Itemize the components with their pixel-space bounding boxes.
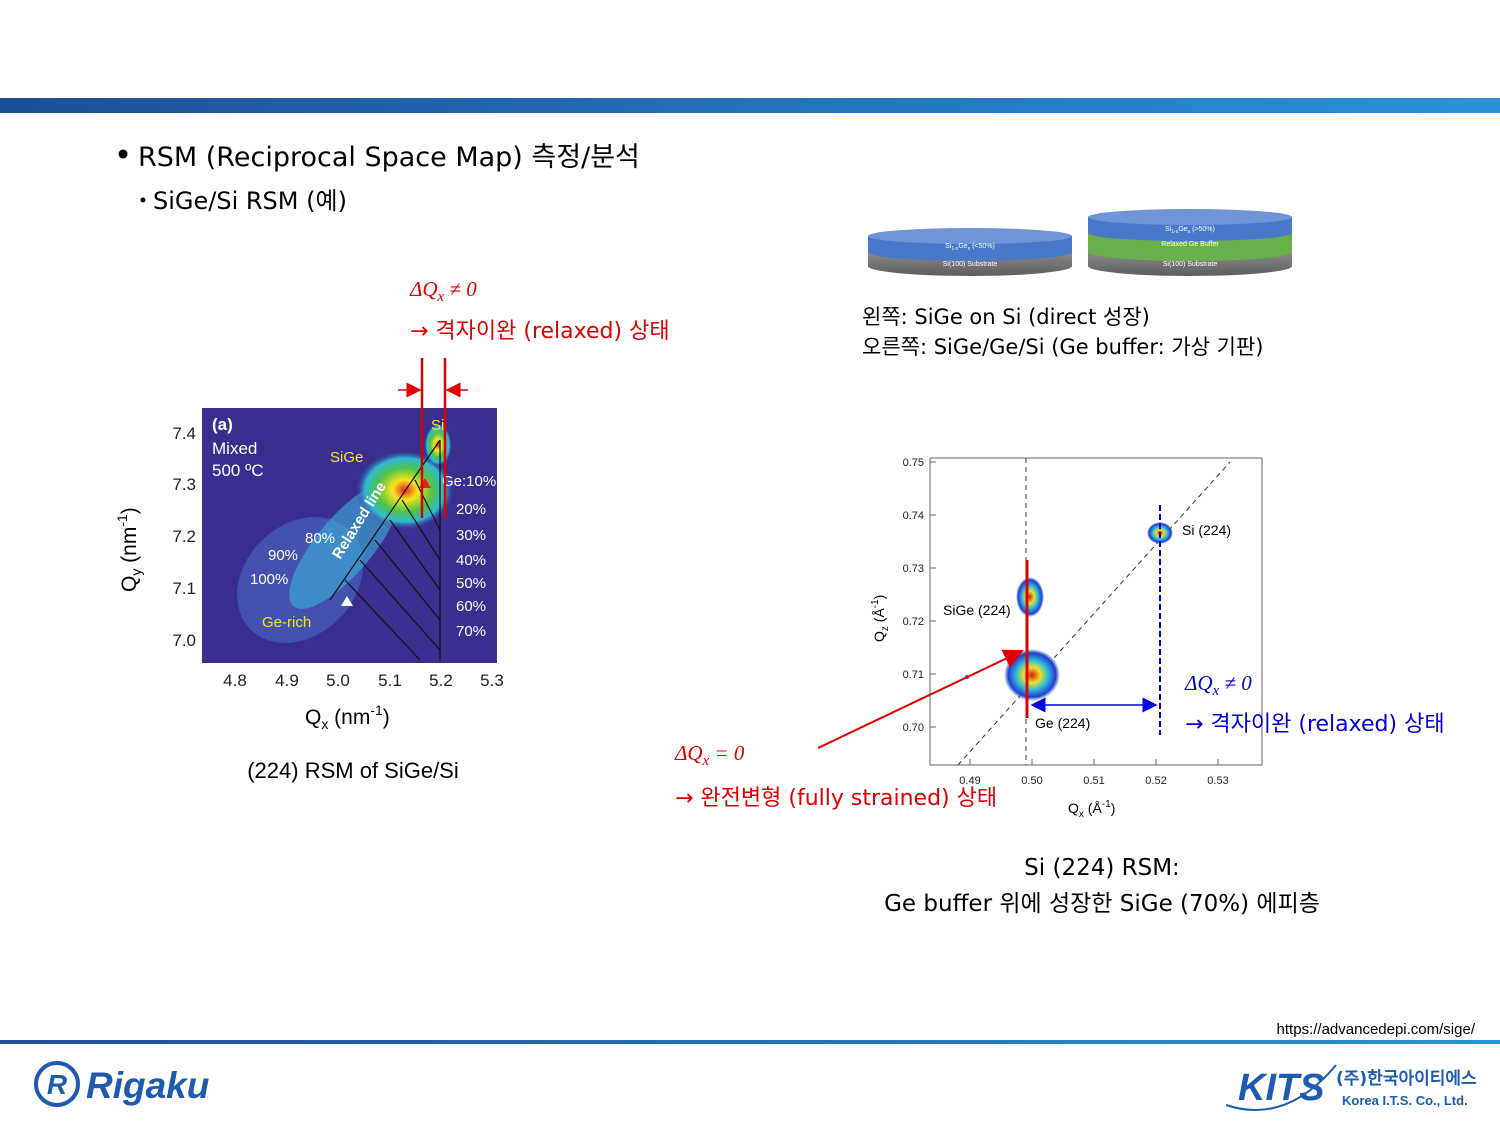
composition-label: 70% <box>456 623 486 640</box>
y-tick-label: 0.75 <box>903 457 924 469</box>
source-url: https://advancedepi.com/sige/ <box>1277 1021 1476 1038</box>
x-tick-label: 5.1 <box>378 671 402 690</box>
sub-bullet: SiGe/Si RSM (예) <box>153 187 347 215</box>
y-tick-label: 7.1 <box>172 579 196 598</box>
x-tick-label: 0.49 <box>959 775 980 787</box>
x-tick-label: 4.8 <box>223 671 247 690</box>
footer-bar <box>0 1040 1500 1044</box>
y-axis-label: Qy (nm-1) <box>114 507 144 592</box>
x-tick-label: 5.3 <box>480 671 504 690</box>
x-tick-label: 0.53 <box>1207 775 1228 787</box>
right-x-ticks: 0.49 0.50 0.51 0.52 0.53 <box>959 775 1228 787</box>
schematic-caption: 왼쪽: SiGe on Si (direct 성장) <box>862 305 1150 329</box>
right-y-ticks: 0.75 0.74 0.73 0.72 0.71 0.70 <box>903 457 924 734</box>
x-tick-label: 0.51 <box>1083 775 1104 787</box>
ge-rich-label: Ge-rich <box>262 614 311 631</box>
condition: 500 ºC <box>212 461 264 480</box>
x-tick-label: 0.52 <box>1145 775 1166 787</box>
svg-text:R: R <box>47 1069 68 1100</box>
y-tick-label: 7.2 <box>172 527 196 546</box>
y-tick-label: 0.70 <box>903 722 924 734</box>
figure-caption: (224) RSM of SiGe/Si <box>247 758 459 783</box>
header-bar <box>0 98 1500 113</box>
composition-label: 30% <box>456 527 486 544</box>
logo-english: Korea I.T.S. Co., Ltd. <box>1342 1093 1468 1108</box>
bullet-dot <box>118 149 128 159</box>
y-tick-label: 7.4 <box>172 424 196 443</box>
bullet-dot <box>140 197 146 203</box>
composition-label: Ge:10% <box>442 473 496 490</box>
left-x-ticks: 4.8 4.9 5.0 5.1 5.2 5.3 <box>223 671 504 690</box>
x-tick-label: 5.2 <box>429 671 453 690</box>
x-tick-label: 0.50 <box>1021 775 1042 787</box>
x-tick-label: 4.9 <box>275 671 299 690</box>
composition-label: 40% <box>456 552 486 569</box>
layer-label: Si1-xGex (>50%) <box>1165 226 1215 235</box>
kits-logo: KITS (주)한국아이티에스 Korea I.T.S. Co., Ltd. <box>1225 1064 1477 1111</box>
panel-label: (a) <box>212 415 233 434</box>
logo-korean: (주)한국아이티에스 <box>1336 1069 1477 1089</box>
composition-label: 50% <box>456 575 486 592</box>
relaxed-note: → 격자이완 (relaxed) 상태 <box>410 319 670 344</box>
composition-label: 100% <box>250 571 288 588</box>
composition-label: 90% <box>268 547 298 564</box>
condition: Mixed <box>212 439 257 458</box>
y-tick-label: 0.74 <box>903 510 924 522</box>
delta-label: ΔQx ≠ 0 <box>1184 671 1252 699</box>
y-axis-label: Qz (Å-1) <box>870 595 891 642</box>
logo-text: Rigaku <box>86 1065 209 1106</box>
peak-label: Ge (224) <box>1035 715 1090 731</box>
peak-label: Si (224) <box>1182 522 1231 538</box>
layer-label: Relaxed Ge Buffer <box>1161 241 1219 248</box>
delta-label: ΔQx = 0 <box>674 741 745 769</box>
left-rsm-map <box>202 408 497 663</box>
pointer-arrow <box>817 649 1024 749</box>
main-bullet: RSM (Reciprocal Space Map) 측정/분석 <box>138 142 640 173</box>
x-tick-label: 5.0 <box>326 671 350 690</box>
figure-caption: Si (224) RSM: <box>1024 855 1180 881</box>
strained-note: → 완전변형 (fully strained) 상태 <box>675 786 997 811</box>
layer-label: Si(100) Substrate <box>943 261 998 268</box>
delta-label: ΔQx ≠ 0 <box>409 277 477 305</box>
y-tick-label: 0.72 <box>903 616 924 628</box>
layer-label: Si(100) Substrate <box>1163 261 1218 268</box>
y-tick-label: 7.0 <box>172 631 196 650</box>
peak-label: SiGe (224) <box>943 602 1011 618</box>
left-y-ticks: 7.4 7.3 7.2 7.1 7.0 <box>172 424 196 650</box>
delta-markers <box>398 358 468 518</box>
y-tick-label: 0.71 <box>903 669 924 681</box>
schematic-left: Si1-xGex (<50%) Si(100) Substrate <box>868 228 1072 276</box>
schematic-caption: 오른쪽: SiGe/Ge/Si (Ge buffer: 가상 기판) <box>862 335 1264 359</box>
si-label: Si <box>431 417 444 434</box>
composition-label: 60% <box>456 598 486 615</box>
composition-label: 80% <box>305 530 335 547</box>
rigaku-logo: R Rigaku <box>34 1061 209 1107</box>
relaxed-note: → 격자이완 (relaxed) 상태 <box>1185 712 1445 737</box>
figure-caption: Ge buffer 위에 성장한 SiGe (70%) 에피층 <box>884 891 1320 917</box>
schematic-right: Si1-xGex (>50%) Relaxed Ge Buffer Si(100… <box>1088 209 1292 276</box>
y-tick-label: 0.73 <box>903 563 924 575</box>
y-tick-label: 7.3 <box>172 475 196 494</box>
layer-label: Si1-xGex (<50%) <box>945 243 995 252</box>
x-axis-label: Qx (Å-1) <box>1068 799 1115 820</box>
sige-label: SiGe <box>330 449 363 466</box>
logo-mark: KITS <box>1238 1067 1325 1109</box>
x-axis-label: Qx (nm-1) <box>305 702 390 732</box>
composition-label: 20% <box>456 501 486 518</box>
